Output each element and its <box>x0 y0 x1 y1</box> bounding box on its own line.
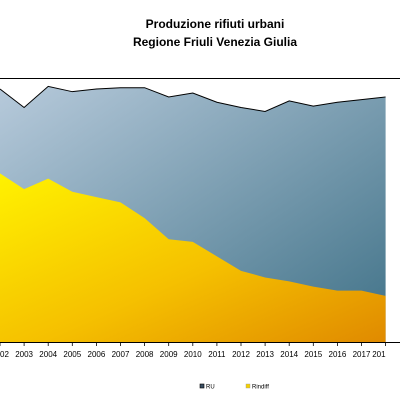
x-tick-label: 2009 <box>160 350 178 359</box>
x-axis-ticks: 02 2003 2004 2005 2006 2007 2008 2009 2010 2011 20… <box>0 342 386 359</box>
x-tick-label: 2004 <box>39 350 57 359</box>
x-tick-label: 2010 <box>184 350 202 359</box>
legend-label-rindiff: Rindiff <box>252 385 269 391</box>
x-tick-label: 2017 <box>353 350 371 359</box>
legend-swatch-rindiff <box>245 383 251 389</box>
line-ru <box>0 85 386 112</box>
x-tick-label: 2012 <box>232 350 250 359</box>
legend: RU Rindiff <box>199 383 269 391</box>
x-tick-label: 201 <box>372 350 386 359</box>
x-tick-label: 2014 <box>280 350 298 359</box>
legend-swatch-ru <box>199 383 205 389</box>
legend-label-ru: RU <box>206 385 215 391</box>
chart-subtitle: Regione Friuli Venezia Giulia <box>133 35 297 49</box>
x-tick-label: 2006 <box>88 350 106 359</box>
x-tick-label: 2016 <box>329 350 347 359</box>
x-tick-label: 2011 <box>208 350 226 359</box>
x-tick-label: 2008 <box>136 350 154 359</box>
x-tick-label: 2005 <box>63 350 81 359</box>
x-tick-label: 2007 <box>112 350 130 359</box>
x-tick-label: 02 <box>0 350 9 359</box>
plot-areas <box>0 85 386 342</box>
x-tick-label: 2015 <box>304 350 322 359</box>
area-rindiff <box>0 173 386 342</box>
x-tick-label: 2003 <box>15 350 33 359</box>
chart-title: Produzione rifiuti urbani <box>146 17 285 31</box>
x-tick-label: 2013 <box>256 350 274 359</box>
